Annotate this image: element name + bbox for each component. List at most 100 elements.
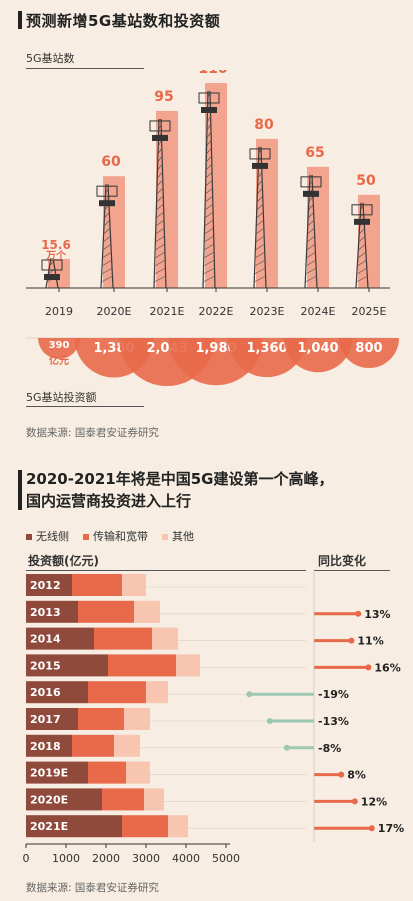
tower-brace <box>157 155 163 163</box>
tower-brace <box>204 211 214 219</box>
legend-label-transport: 传输和宽带 <box>93 530 148 543</box>
tower-brace <box>306 235 316 243</box>
tower-brace <box>157 139 163 147</box>
tower-antenna-block <box>354 218 370 225</box>
tower-brace <box>155 235 165 243</box>
stacked-bar-segment <box>126 761 150 784</box>
tower-brace <box>357 251 367 259</box>
tower-brace <box>308 203 314 211</box>
chart2-left-header: 投资额(亿元) <box>28 554 99 568</box>
tower-brace <box>157 163 163 171</box>
yoy-label: -8% <box>318 742 341 755</box>
yoy-dot <box>368 825 375 832</box>
stacked-bar-segment <box>88 681 146 704</box>
yoy-dot <box>266 718 273 724</box>
tower-brace <box>204 219 214 227</box>
tower-brace <box>254 275 266 283</box>
yoy-dot <box>348 637 355 644</box>
stacked-bar-segment <box>26 788 102 811</box>
tower-brace <box>156 203 164 211</box>
year-label: 2016 <box>30 686 61 699</box>
year-label: 2021E <box>30 820 68 833</box>
yoy-dot <box>338 771 345 778</box>
tower-icon <box>351 202 373 289</box>
tower-brace <box>205 155 213 163</box>
x-tick-label: 2000 <box>92 852 120 865</box>
chart1-source: 数据来源: 国泰君安证券研究 <box>26 427 159 439</box>
count-label: 60 <box>101 154 121 170</box>
x-tick-label: 3000 <box>132 852 160 865</box>
tower-brace <box>307 211 315 219</box>
tower-brace <box>206 147 212 155</box>
tower-brace <box>256 211 264 219</box>
tower-brace <box>49 259 55 267</box>
chart1-top-rule <box>26 68 144 69</box>
tower-brace <box>203 235 215 243</box>
legend-item-transport: 传输和宽带 <box>83 528 148 544</box>
invest-unit-label: 亿元 <box>49 354 69 367</box>
year-label: 2020E <box>30 793 68 806</box>
x-tick-label: 2022E <box>199 305 234 318</box>
tower-brace <box>202 275 216 283</box>
stacked-bar-segment <box>168 815 188 838</box>
x-tick-label: 5000 <box>212 852 240 865</box>
tower-brace <box>358 227 366 235</box>
yoy-label: 17% <box>378 822 404 835</box>
count-label: 95 <box>154 89 173 105</box>
tower-brace <box>205 179 213 187</box>
stacked-bar-segment <box>26 627 94 650</box>
chart2-header-rule-left <box>26 570 306 571</box>
legend-label-wireless: 无线侧 <box>36 530 69 543</box>
tower-brace <box>155 219 165 227</box>
count-bar <box>48 258 70 288</box>
tower-brace <box>203 259 215 267</box>
tower-brace <box>254 251 266 259</box>
stacked-bar-segment <box>26 681 88 704</box>
year-label: 2019E <box>30 767 68 780</box>
tower-brace <box>305 259 317 267</box>
tower-brace <box>154 275 166 283</box>
chart1-top-label: 5G基站数 <box>26 52 75 65</box>
year-label: 2013 <box>30 606 61 619</box>
invest-bubble <box>338 338 400 369</box>
tower-leg <box>202 90 209 289</box>
tower-brace <box>205 187 213 195</box>
tower-brace <box>257 179 263 187</box>
yoy-dot <box>246 691 253 698</box>
yoy-label: -13% <box>318 715 349 728</box>
stacked-bar-segment <box>26 734 72 757</box>
tower-brace <box>155 211 165 219</box>
chart2-title: 2020-2021年将是中国5G建设第一个高峰， 国内运营商投资进入上行 <box>26 468 333 512</box>
tower-brace <box>255 243 265 251</box>
tower-antenna <box>149 120 171 132</box>
chart2-svg: 2012 2013 13% 2014 11% 2015 16% 2016 -19% 2017 -13… <box>23 572 404 865</box>
x-tick-label: 1000 <box>52 852 80 865</box>
tower-brace <box>104 211 110 219</box>
legend-item-wireless: 无线侧 <box>26 528 69 544</box>
tower-brace <box>156 187 164 195</box>
stacked-bar-segment <box>152 627 178 650</box>
year-label: 2014 <box>30 633 61 646</box>
x-tick-label: 0 <box>23 852 30 865</box>
count-bar <box>205 83 227 288</box>
count-label: 80 <box>254 117 274 133</box>
tower-brace <box>254 267 266 275</box>
count-label: 65 <box>305 145 324 161</box>
tower-brace <box>102 235 112 243</box>
title2-accent-bar <box>18 470 22 510</box>
year-label: 2018 <box>30 740 61 753</box>
tower-brace <box>156 195 164 203</box>
legend-swatch-other <box>162 534 168 540</box>
yoy-label: 16% <box>374 661 400 674</box>
chart2-title-line1: 2020-2021年将是中国5G建设第一个高峰， <box>26 470 334 488</box>
chart2-legend: 无线侧 传输和宽带 其他 <box>26 528 194 544</box>
tower-antenna <box>249 148 271 160</box>
stacked-bar-segment <box>124 708 150 730</box>
tower-brace <box>102 251 112 259</box>
yoy-dot <box>351 798 358 805</box>
yoy-label: -19% <box>318 688 349 701</box>
yoy-dot <box>283 744 290 751</box>
chart1-bottom-rule <box>26 406 144 407</box>
yoy-label: 12% <box>361 795 387 808</box>
tower-brace <box>309 179 313 187</box>
